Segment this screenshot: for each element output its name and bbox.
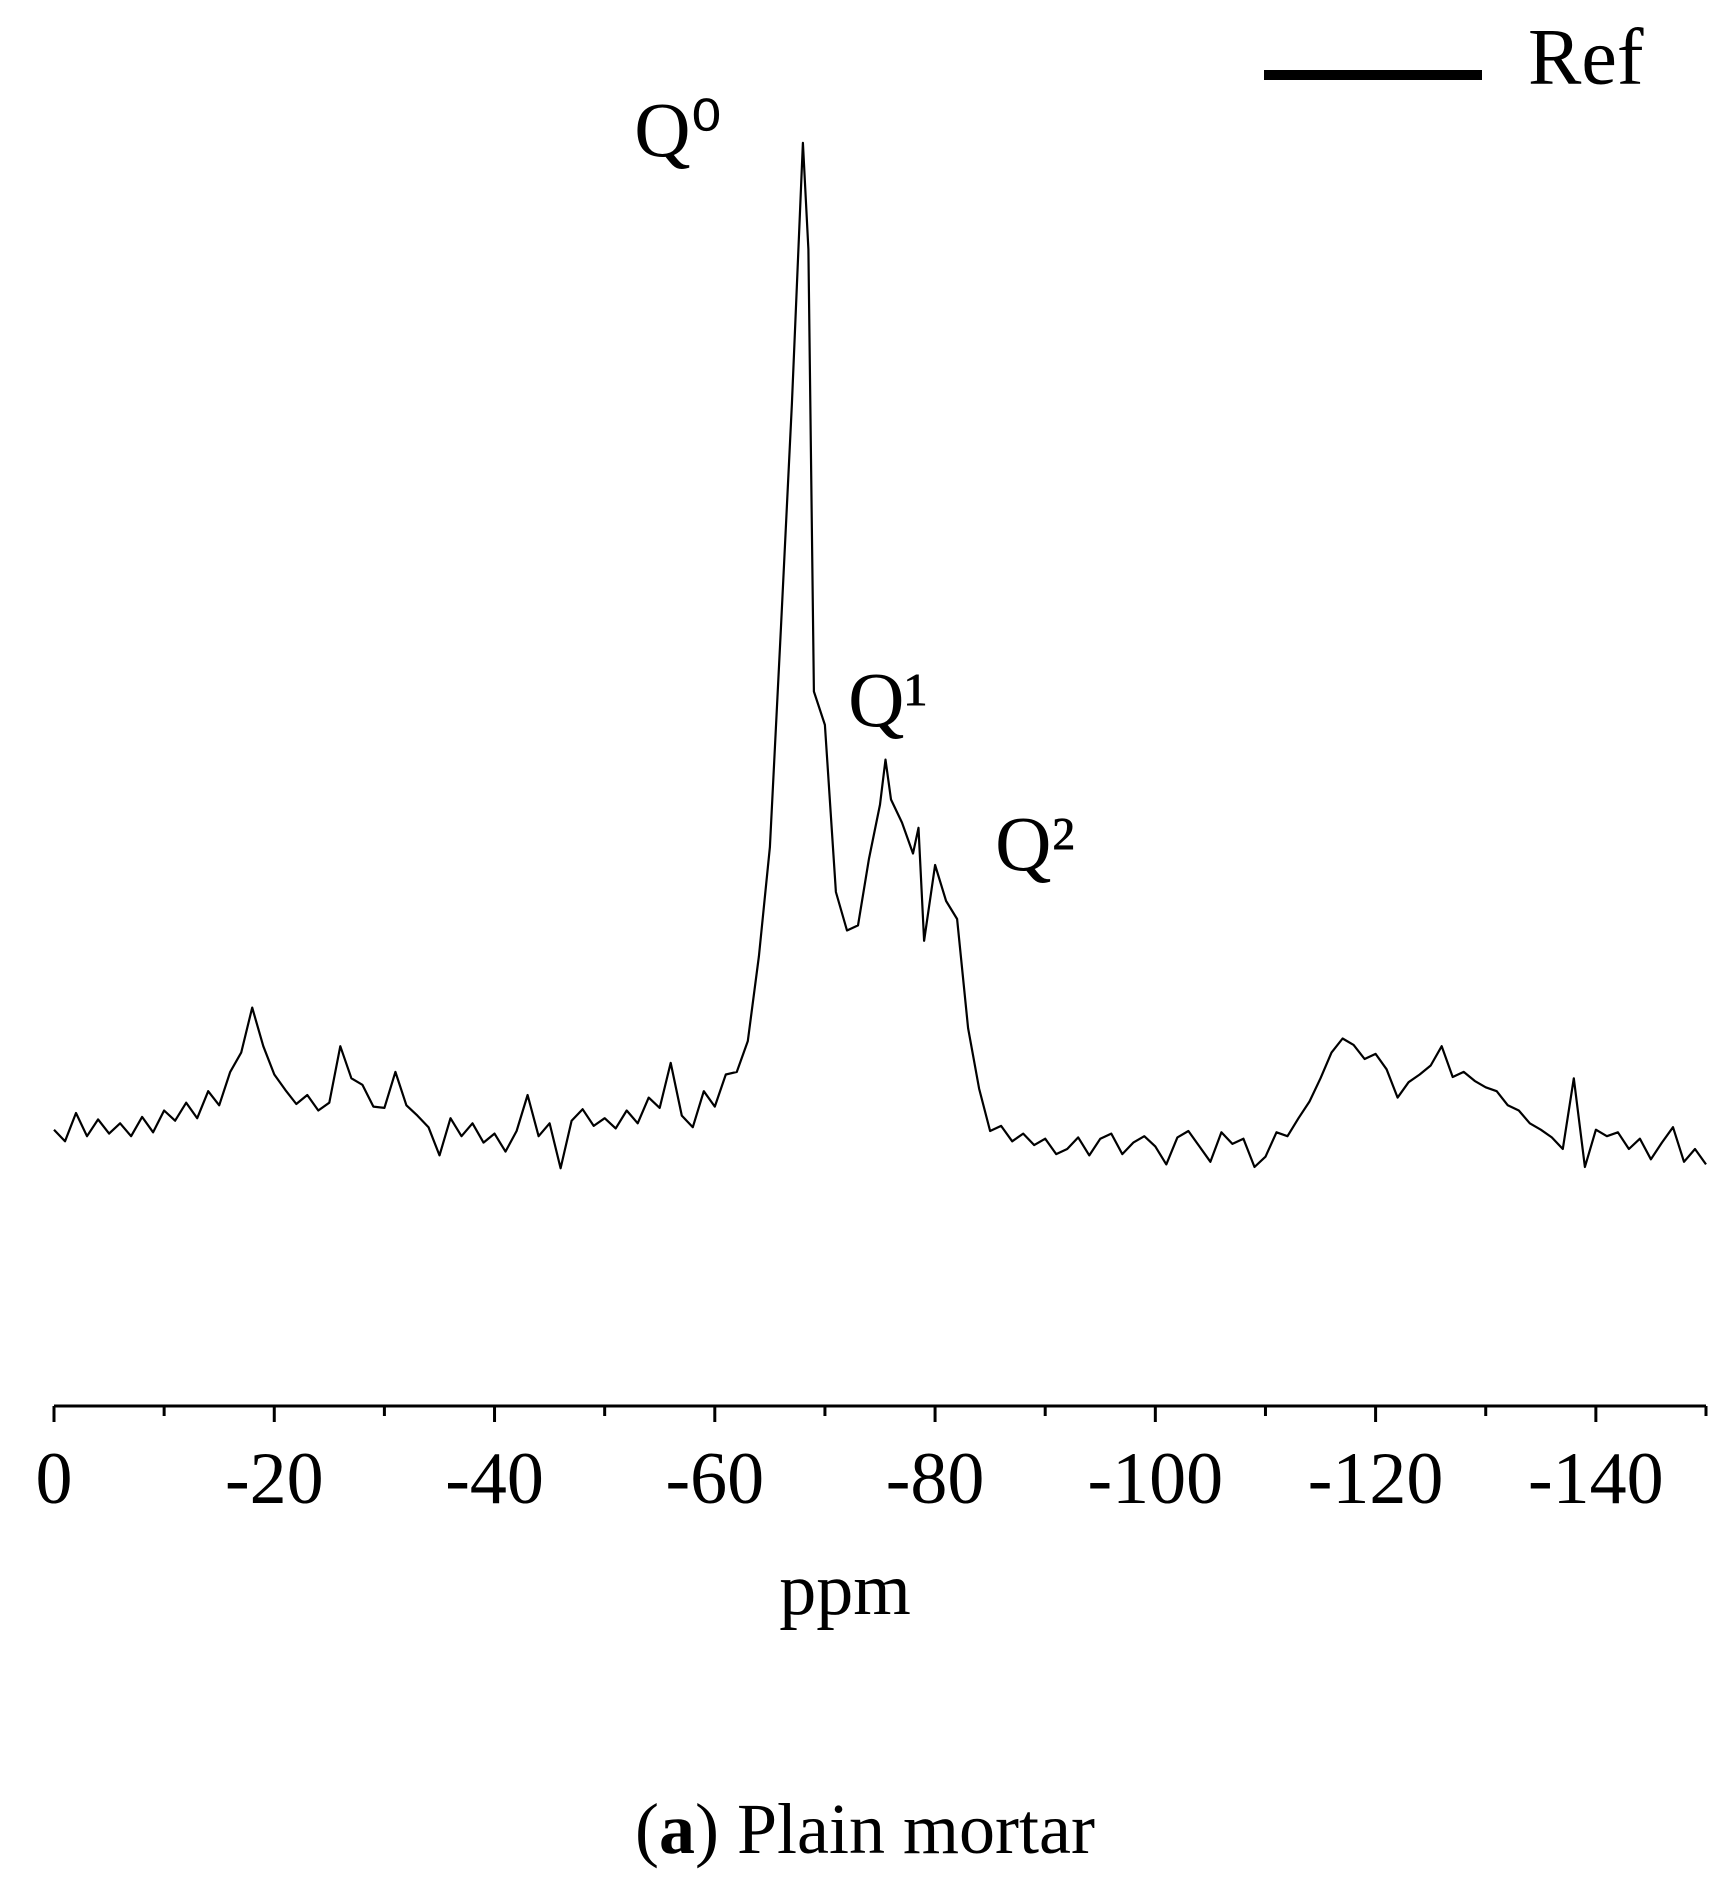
x-tick-label: -100	[1088, 1438, 1224, 1520]
caption-open: (	[635, 1789, 659, 1869]
caption: (a) Plain mortar	[635, 1789, 1095, 1869]
caption-label: a	[659, 1789, 695, 1869]
x-tick-label: 0	[36, 1438, 73, 1520]
x-tick-label: -80	[886, 1438, 985, 1520]
peak-annotation: Q¹	[848, 656, 928, 743]
x-tick-label: -40	[445, 1438, 544, 1520]
peak-annotation: Q⁰	[634, 86, 722, 173]
x-tick-label: -60	[665, 1438, 764, 1520]
x-tick-label: -20	[225, 1438, 324, 1520]
x-axis-label: ppm	[779, 1549, 911, 1631]
peak-annotation: Q²	[995, 800, 1075, 887]
x-tick-label: -120	[1308, 1438, 1444, 1520]
spectrum-line	[53, 141, 1707, 1170]
legend-label: Ref	[1528, 13, 1644, 101]
x-tick-label: -140	[1528, 1438, 1664, 1520]
caption-text: ) Plain mortar	[695, 1789, 1095, 1869]
